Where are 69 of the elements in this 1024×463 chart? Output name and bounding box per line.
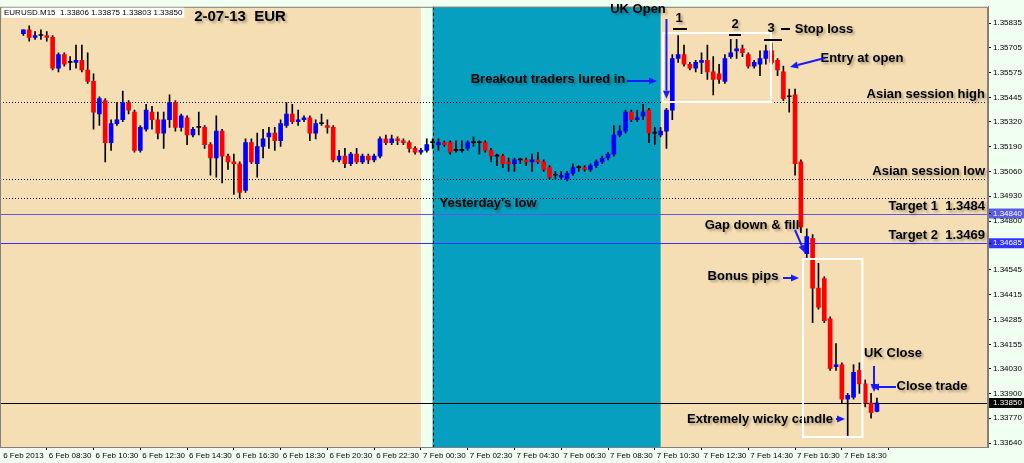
candlestick (453, 140, 459, 153)
candlestick (73, 44, 79, 69)
y-tick-label: 1.35445 (993, 92, 1023, 102)
annotation: Stop loss (794, 20, 854, 36)
candlestick (833, 343, 839, 371)
x-tick-label: 6 Feb 22:30 (376, 451, 420, 460)
candlestick (459, 140, 465, 153)
y-tick-label: 1.34030 (993, 363, 1023, 373)
x-tick-label: 7 Feb 08:30 (610, 451, 654, 460)
annotation: Extremely wicky candle (687, 410, 833, 426)
y-tick-label: 1.35190 (993, 141, 1023, 151)
y-tick-label: 1.33850 (993, 398, 1023, 408)
y-tick-label: 1.34545 (993, 265, 1023, 275)
annotation: Bonus pips (707, 267, 779, 283)
x-tick-label: 6 Feb 2013 (3, 451, 45, 460)
candlestick (576, 165, 582, 172)
ref-line-label: Asian session high (866, 85, 986, 101)
annotation: UK Close (864, 344, 922, 360)
ref-line-label: Target 1 1.3484 (888, 197, 986, 213)
x-tick-label: 7 Feb 06:30 (563, 451, 607, 460)
annotation: Yesterday's low (439, 194, 538, 210)
annotation: Gap down & fill (704, 216, 800, 232)
candlestick (757, 50, 763, 77)
y-tick-label: 1.34415 (993, 290, 1023, 300)
y-tick-label: 1.35320 (993, 116, 1023, 126)
x-tick-label: 7 Feb 10:30 (656, 451, 701, 460)
annotation: Close trade (896, 377, 968, 393)
candlestick (634, 109, 640, 122)
x-tick-label: 6 Feb 10:30 (95, 451, 139, 460)
x-tick-label: 6 Feb 14:30 (189, 451, 233, 460)
x-tick-label: 7 Feb 00:30 (422, 451, 467, 460)
y-tick-label: 1.34840 (993, 208, 1023, 218)
annotation: 3 (767, 19, 775, 35)
y-tick-label: 1.34930 (993, 191, 1023, 201)
y-tick-label: 1.34155 (993, 339, 1023, 349)
y-tick-label: 1.34685 (993, 238, 1023, 248)
ref-line-label: Target 2 1.3469 (888, 226, 985, 242)
x-tick-label: 6 Feb 12:30 (142, 451, 186, 460)
x-tick-label: 7 Feb 04:30 (516, 451, 560, 460)
annotation: 1 (675, 9, 683, 25)
annotation: 2 (731, 15, 739, 31)
y-tick-label: 1.33770 (993, 413, 1023, 423)
y-tick-label: 1.35835 (993, 18, 1023, 28)
candlestick (196, 111, 202, 136)
x-tick-label: 6 Feb 08:30 (48, 451, 93, 460)
x-tick-label: 7 Feb 16:30 (797, 451, 841, 460)
y-tick-label: 1.33900 (993, 388, 1023, 398)
annotation: EURUSD.M15 1.33806 1.33875 1.33803 1.33850 (4, 8, 183, 17)
chart-title: 2-07-13 EUR (194, 6, 287, 24)
x-tick-label: 7 Feb 02:30 (469, 451, 513, 460)
x-tick-label: 7 Feb 12:30 (703, 451, 747, 460)
x-tick-label: 6 Feb 20:30 (329, 451, 373, 460)
annotation: Entry at open (820, 49, 904, 65)
candlestick (295, 109, 301, 126)
x-tick-label: 6 Feb 18:30 (282, 451, 326, 460)
y-tick-label: 1.34285 (993, 314, 1023, 324)
y-tick-label: 1.34800 (993, 216, 1023, 226)
y-tick-label: 1.33640 (993, 438, 1023, 448)
x-tick-label: 7 Feb 14:30 (750, 451, 794, 460)
candlestick (67, 56, 73, 71)
annotation: Breakout traders lured in (470, 70, 626, 86)
candlestick (38, 29, 44, 40)
ref-line-label: Asian session low (872, 162, 986, 178)
y-tick-label: 1.35060 (993, 166, 1023, 176)
y-tick-label: 1.35705 (993, 43, 1023, 53)
x-tick-label: 7 Feb 18:30 (843, 451, 888, 460)
x-tick-label: 6 Feb 16:30 (235, 451, 280, 460)
y-tick-label: 1.35575 (993, 68, 1023, 78)
candlestick (728, 39, 734, 59)
